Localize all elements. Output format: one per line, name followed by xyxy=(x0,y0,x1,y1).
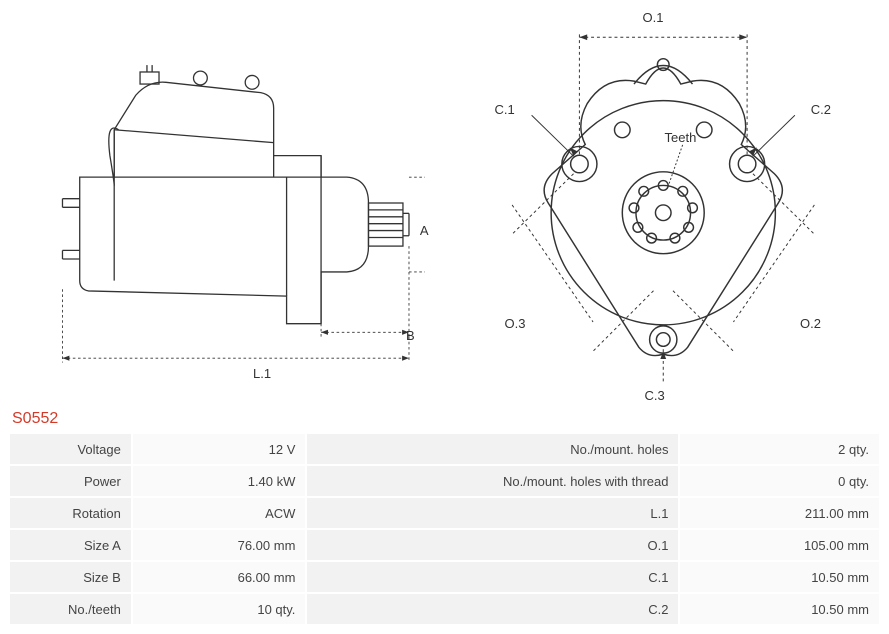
dim-label-O3: O.3 xyxy=(505,316,526,331)
spec-value: 10.50 mm xyxy=(680,594,879,624)
part-code: S0552 xyxy=(8,408,881,432)
dim-label-A: A xyxy=(420,223,429,238)
dim-label-B: B xyxy=(406,328,415,343)
spec-row: No./teeth10 qty.C.210.50 mm xyxy=(10,594,879,624)
spec-row: Voltage12 VNo./mount. holes2 qty. xyxy=(10,434,879,464)
spec-value: 0 qty. xyxy=(680,466,879,496)
dim-label-O1: O.1 xyxy=(643,10,664,25)
dim-label-L1: L.1 xyxy=(253,366,271,381)
spec-label: C.1 xyxy=(307,562,678,592)
spec-label: Voltage xyxy=(10,434,131,464)
spec-row: Power1.40 kWNo./mount. holes with thread… xyxy=(10,466,879,496)
front-view-diagram: O.1 C.1 C.2 Teeth O.2 O.3 C.3 xyxy=(465,8,862,398)
spec-value: 211.00 mm xyxy=(680,498,879,528)
spec-value: 76.00 mm xyxy=(133,530,306,560)
spec-value: 10.50 mm xyxy=(680,562,879,592)
dim-label-O2: O.2 xyxy=(800,316,821,331)
spec-label: Power xyxy=(10,466,131,496)
spec-value: 10 qty. xyxy=(133,594,306,624)
spec-value: 2 qty. xyxy=(680,434,879,464)
spec-label: No./mount. holes with thread xyxy=(307,466,678,496)
dim-label-Teeth: Teeth xyxy=(665,130,697,145)
spec-label: Size B xyxy=(10,562,131,592)
spec-label: Size A xyxy=(10,530,131,560)
spec-table: Voltage12 VNo./mount. holes2 qty.Power1.… xyxy=(8,432,881,626)
dim-label-C1: C.1 xyxy=(495,102,515,117)
spec-value: 12 V xyxy=(133,434,306,464)
spec-label: L.1 xyxy=(307,498,678,528)
spec-row: RotationACWL.1211.00 mm xyxy=(10,498,879,528)
spec-label: No./mount. holes xyxy=(307,434,678,464)
spec-row: Size B66.00 mmC.110.50 mm xyxy=(10,562,879,592)
dim-label-C3: C.3 xyxy=(645,388,665,403)
spec-label: O.1 xyxy=(307,530,678,560)
spec-value: ACW xyxy=(133,498,306,528)
side-view-diagram: A B L.1 xyxy=(28,8,425,398)
spec-label: C.2 xyxy=(307,594,678,624)
spec-value: 66.00 mm xyxy=(133,562,306,592)
spec-value: 105.00 mm xyxy=(680,530,879,560)
spec-label: Rotation xyxy=(10,498,131,528)
spec-label: No./teeth xyxy=(10,594,131,624)
dim-label-C2: C.2 xyxy=(811,102,831,117)
spec-value: 1.40 kW xyxy=(133,466,306,496)
spec-row: Size A76.00 mmO.1105.00 mm xyxy=(10,530,879,560)
diagram-area: A B L.1 xyxy=(8,8,881,408)
